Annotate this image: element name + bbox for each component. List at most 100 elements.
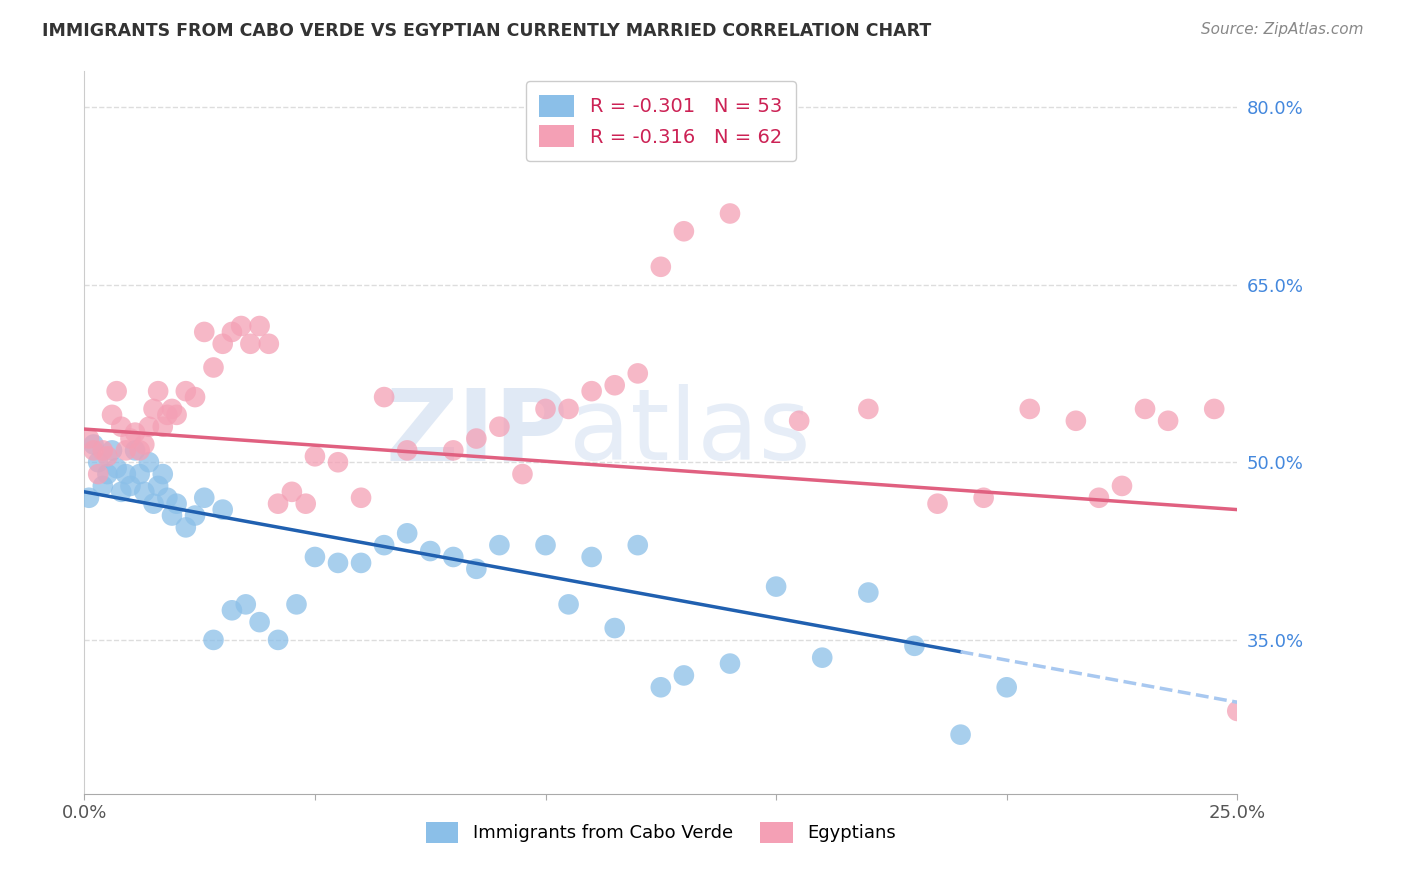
Immigrants from Cabo Verde: [672, 668, 695, 682]
Immigrants from Cabo Verde: [184, 508, 207, 523]
Immigrants from Cabo Verde: [87, 455, 110, 469]
Immigrants from Cabo Verde: [304, 549, 326, 564]
Egyptians: [441, 443, 464, 458]
Immigrants from Cabo Verde: [603, 621, 626, 635]
Egyptians: [672, 224, 695, 238]
Immigrants from Cabo Verde: [396, 526, 419, 541]
Egyptians: [1088, 491, 1111, 505]
Egyptians: [557, 401, 579, 416]
Egyptians: [512, 467, 534, 481]
Immigrants from Cabo Verde: [811, 650, 834, 665]
Immigrants from Cabo Verde: [650, 680, 672, 694]
Egyptians: [650, 260, 672, 274]
Egyptians: [193, 325, 215, 339]
Immigrants from Cabo Verde: [326, 556, 349, 570]
Text: IMMIGRANTS FROM CABO VERDE VS EGYPTIAN CURRENTLY MARRIED CORRELATION CHART: IMMIGRANTS FROM CABO VERDE VS EGYPTIAN C…: [42, 22, 931, 40]
Immigrants from Cabo Verde: [465, 562, 488, 576]
Immigrants from Cabo Verde: [765, 580, 787, 594]
Egyptians: [1064, 414, 1087, 428]
Immigrants from Cabo Verde: [534, 538, 557, 552]
Egyptians: [160, 401, 183, 416]
Egyptians: [304, 450, 326, 464]
Immigrants from Cabo Verde: [77, 491, 100, 505]
Immigrants from Cabo Verde: [235, 598, 257, 612]
Immigrants from Cabo Verde: [995, 680, 1018, 694]
Egyptians: [77, 432, 100, 446]
Egyptians: [134, 437, 156, 451]
Immigrants from Cabo Verde: [91, 479, 114, 493]
Egyptians: [211, 336, 233, 351]
Immigrants from Cabo Verde: [202, 632, 225, 647]
Immigrants from Cabo Verde: [120, 479, 142, 493]
Egyptians: [138, 419, 160, 434]
Egyptians: [973, 491, 995, 505]
Egyptians: [465, 432, 488, 446]
Egyptians: [373, 390, 395, 404]
Egyptians: [146, 384, 169, 399]
Immigrants from Cabo Verde: [858, 585, 880, 599]
Immigrants from Cabo Verde: [903, 639, 925, 653]
Immigrants from Cabo Verde: [488, 538, 510, 552]
Egyptians: [488, 419, 510, 434]
Egyptians: [927, 497, 949, 511]
Immigrants from Cabo Verde: [110, 484, 132, 499]
Immigrants from Cabo Verde: [419, 544, 441, 558]
Egyptians: [326, 455, 349, 469]
Immigrants from Cabo Verde: [146, 479, 169, 493]
Egyptians: [1157, 414, 1180, 428]
Egyptians: [239, 336, 262, 351]
Immigrants from Cabo Verde: [174, 520, 197, 534]
Immigrants from Cabo Verde: [152, 467, 174, 481]
Text: Source: ZipAtlas.com: Source: ZipAtlas.com: [1201, 22, 1364, 37]
Immigrants from Cabo Verde: [134, 484, 156, 499]
Text: ZIP: ZIP: [385, 384, 568, 481]
Egyptians: [1226, 704, 1249, 718]
Egyptians: [1111, 479, 1133, 493]
Immigrants from Cabo Verde: [949, 728, 972, 742]
Immigrants from Cabo Verde: [96, 467, 118, 481]
Immigrants from Cabo Verde: [138, 455, 160, 469]
Egyptians: [184, 390, 207, 404]
Egyptians: [128, 443, 150, 458]
Immigrants from Cabo Verde: [557, 598, 579, 612]
Egyptians: [534, 401, 557, 416]
Immigrants from Cabo Verde: [350, 556, 373, 570]
Egyptians: [581, 384, 603, 399]
Egyptians: [1133, 401, 1156, 416]
Egyptians: [87, 467, 110, 481]
Immigrants from Cabo Verde: [249, 615, 271, 629]
Immigrants from Cabo Verde: [105, 461, 128, 475]
Egyptians: [83, 443, 105, 458]
Immigrants from Cabo Verde: [441, 549, 464, 564]
Immigrants from Cabo Verde: [101, 443, 124, 458]
Egyptians: [294, 497, 316, 511]
Immigrants from Cabo Verde: [627, 538, 650, 552]
Egyptians: [249, 318, 271, 333]
Immigrants from Cabo Verde: [373, 538, 395, 552]
Immigrants from Cabo Verde: [267, 632, 290, 647]
Egyptians: [142, 401, 165, 416]
Immigrants from Cabo Verde: [142, 497, 165, 511]
Egyptians: [231, 318, 253, 333]
Immigrants from Cabo Verde: [221, 603, 243, 617]
Egyptians: [101, 408, 124, 422]
Egyptians: [787, 414, 810, 428]
Egyptians: [257, 336, 280, 351]
Egyptians: [110, 419, 132, 434]
Immigrants from Cabo Verde: [718, 657, 741, 671]
Immigrants from Cabo Verde: [156, 491, 179, 505]
Text: atlas: atlas: [568, 384, 810, 481]
Egyptians: [120, 432, 142, 446]
Egyptians: [202, 360, 225, 375]
Egyptians: [91, 443, 114, 458]
Immigrants from Cabo Verde: [160, 508, 183, 523]
Immigrants from Cabo Verde: [581, 549, 603, 564]
Egyptians: [221, 325, 243, 339]
Egyptians: [1018, 401, 1040, 416]
Egyptians: [858, 401, 880, 416]
Immigrants from Cabo Verde: [83, 437, 105, 451]
Egyptians: [627, 367, 650, 381]
Egyptians: [1204, 401, 1226, 416]
Egyptians: [174, 384, 197, 399]
Egyptians: [603, 378, 626, 392]
